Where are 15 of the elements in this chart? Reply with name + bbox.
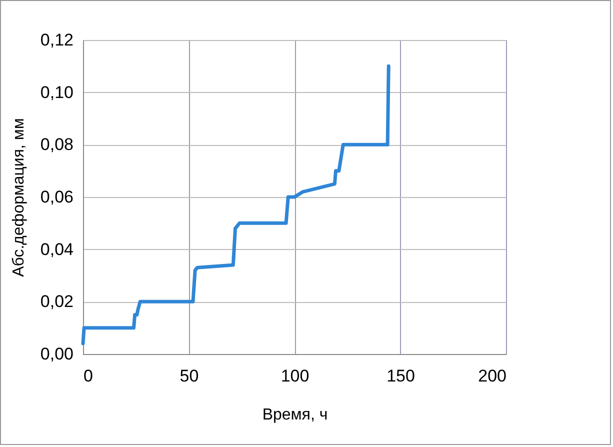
y-tick-label: 0,02 [40,292,74,312]
x-tick-label: 200 [478,366,506,386]
y-tick-label: 0,10 [40,82,74,102]
x-tick-label: 0 [84,366,93,386]
line-series [81,64,390,346]
y-tick-label: 0,12 [40,30,74,50]
y-tick-label: 0,08 [40,135,74,154]
y-tick-label: 0,06 [40,188,74,206]
y-tick-label: 0,04 [40,240,74,259]
y-axis-title: Абс.деформация, мм [10,118,28,277]
x-tick-label: 150 [386,366,415,386]
x-axis-title: Время, ч [262,406,328,424]
x-tick-label: 100 [280,366,310,386]
x-tick-label: 50 [180,366,199,386]
y-tick-label: 0,00 [40,344,74,364]
